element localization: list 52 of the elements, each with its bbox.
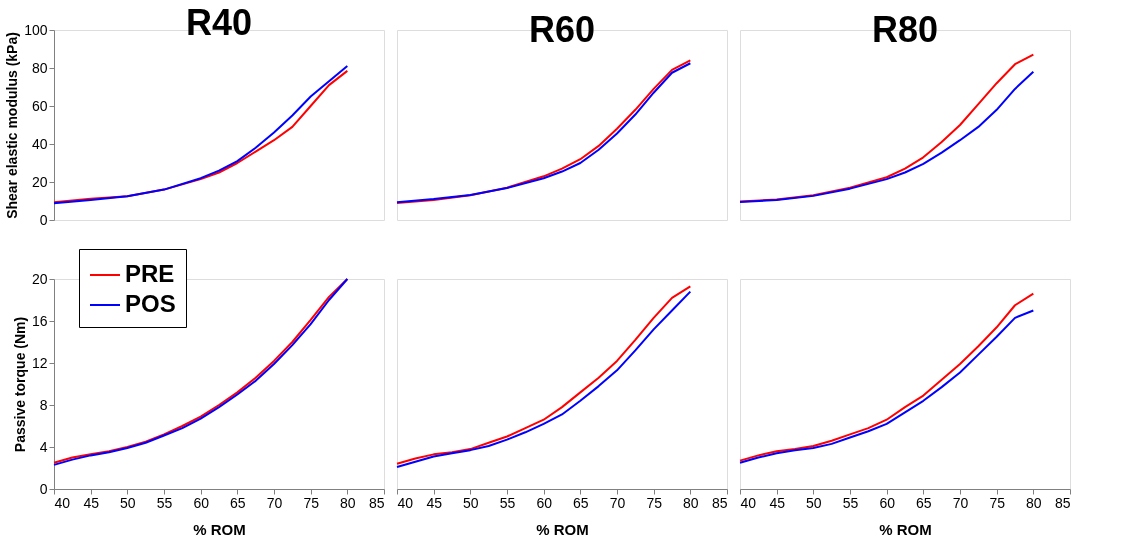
x-tick-label: 50: [806, 494, 822, 511]
chart-title: R40: [185, 2, 253, 43]
y-tick-label: 12: [31, 354, 48, 371]
chart-title: R60: [528, 9, 596, 50]
x-tick-label: 55: [842, 494, 859, 511]
x-tick-label: 60: [879, 494, 896, 511]
x-tick-label: 55: [156, 494, 173, 511]
x-tick-label: 75: [989, 494, 1006, 511]
x-tick-label: 60: [536, 494, 553, 511]
x-tick-label: 75: [303, 494, 320, 511]
x-tick-label: 80: [1026, 494, 1042, 511]
x-axis-title: % ROM: [879, 520, 932, 538]
legend-label: POS: [125, 290, 176, 317]
x-tick-label: 85: [368, 494, 385, 511]
x-tick-label: 50: [463, 494, 479, 511]
x-tick-label: 70: [266, 494, 283, 511]
x-tick-label: 65: [573, 494, 589, 511]
y-axis-title: Passive torque (Nm): [11, 316, 28, 453]
y-tick-label: 0: [39, 211, 48, 228]
y-tick-label: 4: [39, 438, 48, 455]
x-tick-label: 80: [340, 494, 356, 511]
y-tick-label: 20: [31, 173, 48, 190]
x-tick-label: 50: [120, 494, 136, 511]
y-tick-label: 20: [31, 270, 48, 287]
x-tick-label: 45: [769, 494, 786, 511]
x-tick-label: 85: [1054, 494, 1071, 511]
y-tick-label: 100: [24, 21, 48, 38]
x-tick-label: 45: [83, 494, 100, 511]
x-tick-label: 85: [711, 494, 728, 511]
y-tick-label: 80: [31, 59, 48, 76]
x-tick-label: 75: [646, 494, 663, 511]
x-tick-label: 40: [397, 494, 414, 511]
x-tick-label: 60: [193, 494, 210, 511]
y-tick-label: 8: [39, 396, 48, 413]
x-tick-label: 40: [740, 494, 757, 511]
x-tick-label: 40: [54, 494, 71, 511]
y-axis-title: Shear elastic modulus (kPa): [4, 32, 21, 219]
y-tick-label: 40: [31, 135, 48, 152]
y-tick-label: 60: [31, 97, 48, 114]
x-tick-label: 65: [230, 494, 246, 511]
x-tick-label: 80: [683, 494, 699, 511]
x-tick-label: 65: [916, 494, 932, 511]
legend-label: PRE: [125, 260, 175, 287]
y-tick-label: 0: [39, 480, 48, 497]
x-tick-label: 70: [609, 494, 626, 511]
x-tick-label: 70: [952, 494, 969, 511]
x-axis-title: % ROM: [193, 520, 246, 538]
chart-title: R80: [871, 9, 939, 50]
x-tick-label: 45: [426, 494, 443, 511]
x-tick-label: 55: [499, 494, 516, 511]
x-axis-title: % ROM: [536, 520, 589, 538]
y-tick-label: 16: [31, 312, 48, 329]
